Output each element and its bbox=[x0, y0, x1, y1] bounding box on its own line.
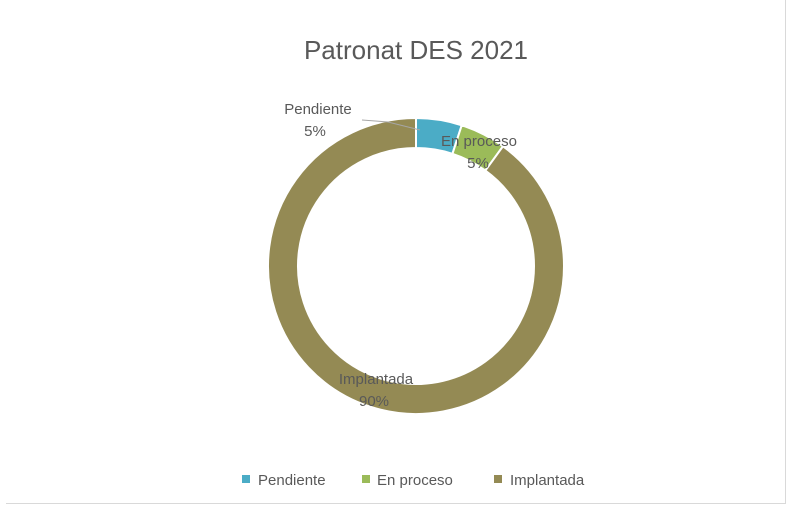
legend-label-pendiente: Pendiente bbox=[258, 472, 326, 489]
label-implantada-value: 90% bbox=[359, 393, 389, 410]
pendiente-leader-line bbox=[361, 119, 421, 131]
legend-label-implantada: Implantada bbox=[510, 472, 585, 489]
slices-group bbox=[267, 116, 565, 415]
label-implantada-name: Implantada bbox=[339, 371, 414, 388]
chart-title: Patronat DES 2021 bbox=[304, 35, 528, 65]
legend-swatch-implantada bbox=[494, 475, 502, 483]
label-en-proceso-name: En proceso bbox=[441, 133, 517, 150]
doughnut-chart: Patronat DES 2021 Pendiente 5% En proces… bbox=[242, 35, 585, 489]
label-pendiente-name: Pendiente bbox=[284, 101, 352, 118]
slice-implantada bbox=[267, 116, 565, 415]
chart-frame: Patronat DES 2021 Pendiente 5% En proces… bbox=[6, 0, 786, 504]
legend-swatch-en-proceso bbox=[362, 475, 370, 483]
legend-label-en-proceso: En proceso bbox=[377, 472, 453, 489]
legend: Pendiente En proceso Implantada bbox=[242, 472, 585, 489]
label-en-proceso-value: 5% bbox=[467, 155, 489, 172]
label-pendiente-value: 5% bbox=[304, 123, 326, 140]
legend-swatch-pendiente bbox=[242, 475, 250, 483]
